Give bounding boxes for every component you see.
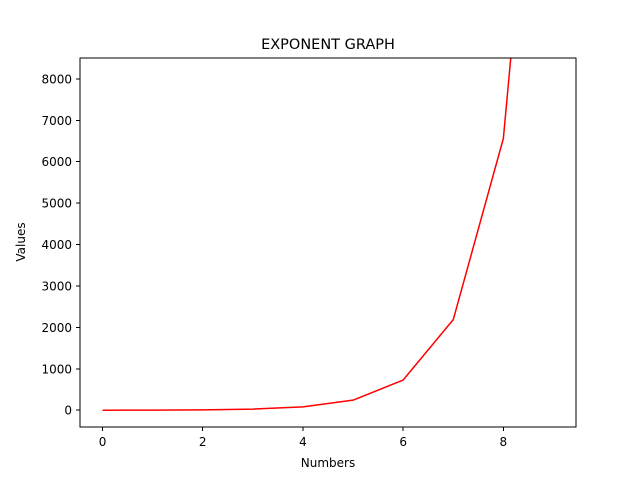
y-tick-label: 7000 [41, 114, 72, 128]
y-axis-label: Values [14, 222, 28, 261]
ticks-layer: 0 2 4 6 8 0 1000 2000 3000 4000 5000 6000 7000 8000 [41, 72, 507, 449]
y-tick-label: 4000 [41, 238, 72, 252]
chart-title: EXPONENT GRAPH [261, 37, 395, 53]
y-tick-label: 1000 [41, 362, 72, 376]
x-axis-label: Numbers [301, 456, 355, 470]
y-tick-label: 8000 [41, 72, 72, 86]
plot-frame [79, 57, 577, 428]
y-tick-label: 0 [64, 404, 72, 418]
y-tick-label: 3000 [41, 279, 72, 293]
series-line-exponent [102, 58, 512, 411]
x-tick-label: 6 [399, 435, 407, 449]
x-tick-label: 4 [299, 435, 307, 449]
series-layer [102, 58, 512, 411]
y-tick-label: 6000 [41, 155, 72, 169]
x-tick-label: 8 [500, 435, 508, 449]
x-tick-label: 2 [199, 435, 207, 449]
y-tick-label: 2000 [41, 321, 72, 335]
y-tick-label: 5000 [41, 197, 72, 211]
x-tick-label: 0 [99, 435, 107, 449]
